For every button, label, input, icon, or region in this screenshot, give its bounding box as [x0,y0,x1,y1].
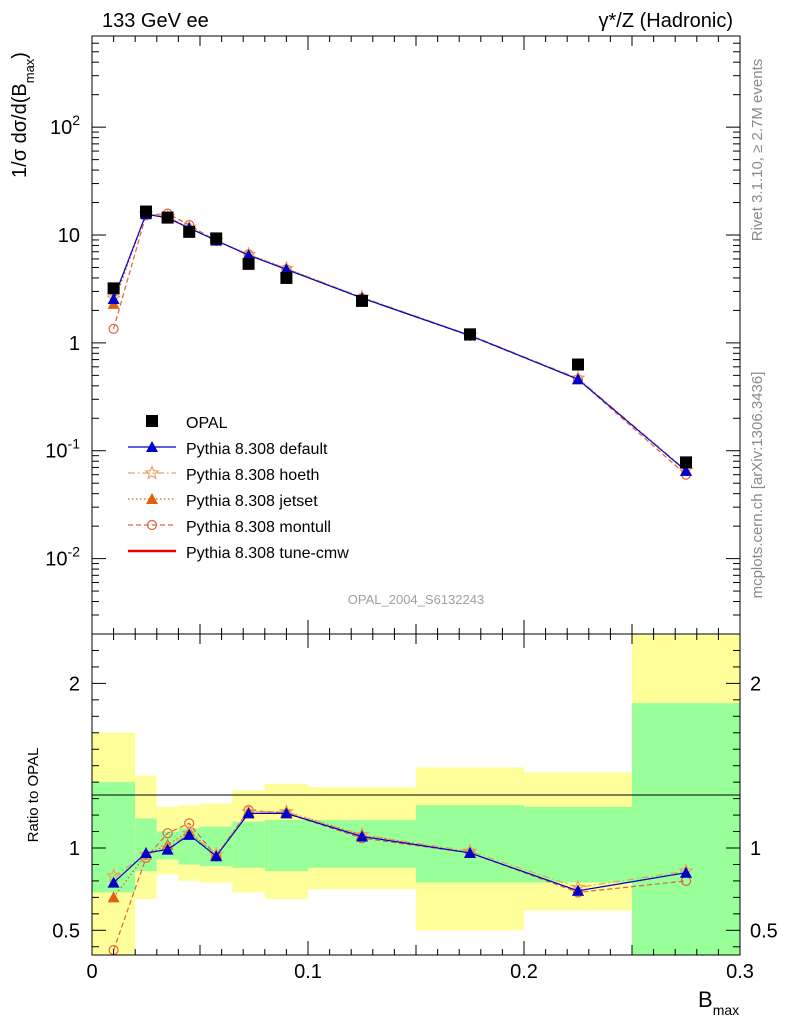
legend-item-0: OPAL [146,415,228,432]
main-pythia-8-308-montull-line [113,212,687,476]
opal-point-3 [183,225,196,238]
x-tick-label-2: 0.2 [510,961,538,983]
legend-label-3: Pythia 8.308 jetset [186,493,318,510]
legend-marker-4 [146,519,158,531]
x-tick-label-3: 0.3 [726,961,754,983]
ratio-ytick-label-1: 1 [69,838,80,860]
ratio-pythia-8-308-default-point-10 [680,866,692,878]
legend: OPAL Pythia 8.308 default Pythia 8.308 hoe… [128,415,349,562]
legend-item-1: Pythia 8.308 default [128,441,328,458]
ratio-band-inner-9 [524,806,632,883]
opal-point-5 [242,257,255,270]
main-pythia-8-308-default-point-9 [572,373,584,385]
main-pythia-8-308-jetset-line [113,212,687,472]
main-ylabel: 1/σ dσ/d(Bmax) [9,52,37,178]
ratio-ytick-label-2: 2 [69,673,80,695]
main-panel: 10-2 10-1 1 10 102 1/σ dσ/d(Bmax) OPAL Pythia… [9,35,741,635]
legend-marker-0 [146,415,158,427]
legend-label-1: Pythia 8.308 default [186,441,328,458]
legend-marker-3 [146,493,158,504]
ratio-pythia-8-308-default-point-8 [464,846,476,858]
ratio-pythia-8-308-jetset-point-0 [107,891,120,903]
header-right: γ*/Z (Hadronic) [599,10,733,32]
ratio-pythia-8-308-default-point-5 [242,807,255,819]
opal-point-2 [161,211,174,224]
ratio-panel: 0.5 0.5 1 1 2 2 0 0.1 0.2 0.3 Ratio to OPAL [25,633,778,983]
ratio-ytick-label-0: 0.5 [52,920,80,942]
opal-point-6 [280,271,293,284]
analysis-watermark: OPAL_2004_S6132243 [348,592,484,607]
ratio-band-inner-1 [135,818,157,872]
legend-item-4: Pythia 8.308 montull [128,519,331,536]
ratio-band-inner-5 [232,821,265,868]
ratio-band-inner-6 [264,820,308,872]
mcplots-label: mcplots.cern.ch [arXiv:1306.3436] [749,372,766,599]
main-ytick-label-1: 10-1 [45,436,80,463]
ratio-ytick-label-right-0: 0.5 [750,920,778,942]
main-pythia-8-308-hoeth-line [113,213,687,471]
main-ytick-label-0: 10-2 [45,544,80,571]
ratio-band-inner-0 [92,782,136,893]
main-pythia-8-308-default-point-6 [280,263,293,275]
ratio-pythia-8-308-default-point-6 [280,807,293,819]
x-tick-label-1: 0.1 [294,961,322,983]
legend-item-3: Pythia 8.308 jetset [128,493,318,510]
main-pythia-8-308-default-point-10 [680,464,692,476]
legend-marker-2 [144,464,160,480]
main-ytick-label-2: 1 [69,333,80,355]
rivet-label: Rivet 3.1.10, ≥ 2.7M events [749,59,766,242]
main-pythia-8-308-default-point-0 [107,293,120,305]
main-ytick-label-3: 10 [58,225,80,247]
opal-point-4 [210,232,223,245]
ratio-pythia-8-308-default-point-0 [107,876,120,888]
main-pythia-8-308-montull-point-0 [108,323,119,334]
main-pythia-8-308-default-line [113,213,687,472]
ratio-pythia-8-308-default-point-9 [572,884,584,896]
legend-label-4: Pythia 8.308 montull [186,519,331,536]
main-ytick-label-4: 102 [50,112,80,139]
ratio-ytick-label-right-1: 1 [750,838,761,860]
opal-point-1 [140,205,152,218]
ratio-pythia-8-308-default-point-2 [161,843,174,855]
ratio-pythia-8-308-default-point-7 [356,830,368,842]
ratio-ytick-label-right-2: 2 [750,673,761,695]
legend-item-5: Pythia 8.308 tune-cmw [128,545,349,562]
opal-point-0 [107,282,120,295]
ratio-ylabel: Ratio to OPAL [25,748,42,843]
opal-point-7 [356,294,368,307]
legend-marker-1 [146,441,158,452]
ratio-band-inner-3 [178,828,200,865]
x-tick-label-0: 0 [86,961,97,983]
ratio-pythia-8-308-montull-point-2 [162,828,173,839]
legend-label-5: Pythia 8.308 tune-cmw [186,545,349,562]
main-pythia-8-308-default-point-5 [242,249,255,261]
legend-item-2: Pythia 8.308 hoeth [128,464,319,484]
ratio-pythia-8-308-default-point-3 [183,828,196,840]
opal-point-9 [572,358,584,371]
opal-point-8 [464,328,476,341]
legend-label-0: OPAL [186,415,228,432]
ratio-pythia-8-308-default-point-1 [140,846,152,858]
ratio-band-inner-10 [632,703,740,955]
legend-label-2: Pythia 8.308 hoeth [186,467,319,484]
header-left: 133 GeV ee [102,10,209,32]
opal-point-10 [680,456,692,469]
ratio-pythia-8-308-default-point-4 [210,850,223,862]
x-axis-label: Bmax [698,987,739,1018]
